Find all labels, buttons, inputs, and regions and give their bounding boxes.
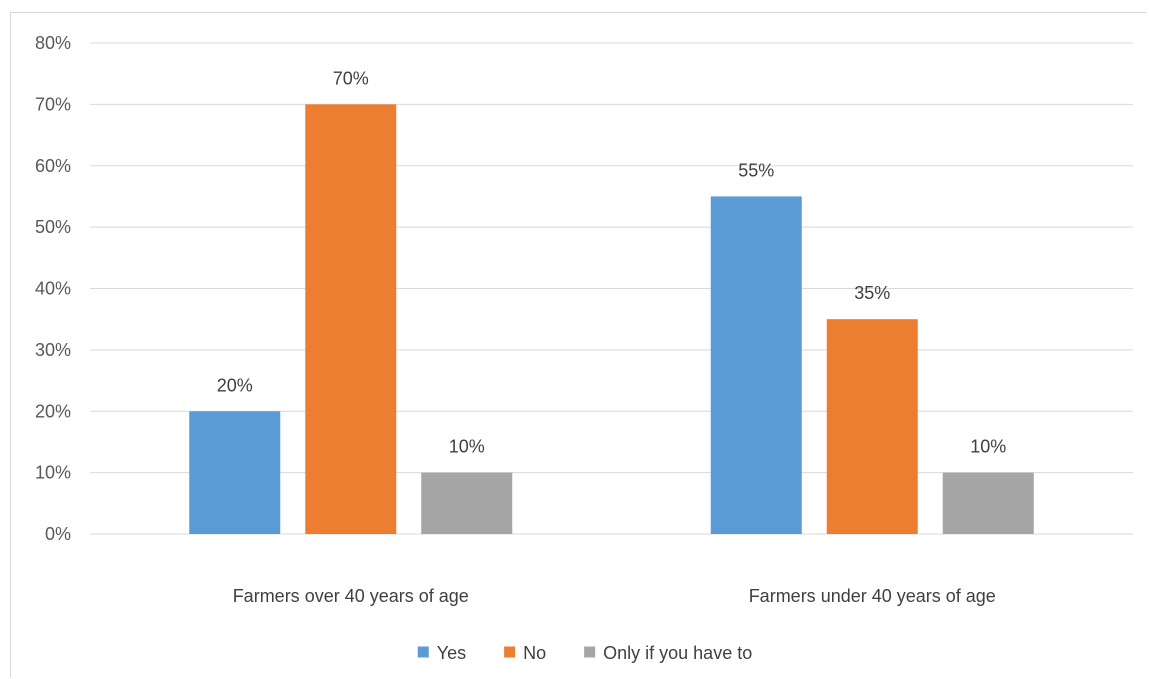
data-labels: 20% 70% 10% 55% 35% 10% [217, 68, 1007, 456]
data-label: 10% [449, 437, 485, 457]
data-label: 10% [970, 437, 1006, 457]
category-labels: Farmers over 40 years of age Farmers unde… [233, 586, 996, 606]
gridlines [90, 42, 1133, 535]
legend-label-yes: Yes [437, 643, 466, 663]
data-label: 20% [217, 375, 253, 395]
y-tick-label: 70% [35, 94, 71, 114]
y-tick-label: 50% [35, 217, 71, 237]
y-tick-label: 80% [35, 33, 71, 53]
data-label: 70% [333, 68, 369, 88]
bar-only-if-you-have-to [421, 472, 513, 534]
y-tick-label: 40% [35, 279, 71, 299]
chart-frame [10, 12, 1147, 677]
legend-swatch-no [504, 646, 516, 658]
data-label: 55% [738, 160, 774, 180]
legend-swatch-only-if-you-have-to [584, 646, 596, 658]
category-label: Farmers under 40 years of age [749, 586, 996, 606]
bar-no [305, 104, 397, 534]
bar-only-if-you-have-to [942, 472, 1034, 534]
legend-label-no: No [523, 643, 546, 663]
bar-no [826, 319, 918, 534]
y-tick-label: 60% [35, 156, 71, 176]
bars [189, 104, 1034, 534]
y-tick-label: 10% [35, 463, 71, 483]
legend-label-only-if-you-have-to: Only if you have to [603, 643, 752, 663]
legend-swatch-yes [417, 646, 429, 658]
y-axis-ticks: 0% 10% 20% 30% 40% 50% 60% 70% 80% [35, 33, 71, 544]
bar-yes [710, 196, 802, 534]
y-tick-label: 30% [35, 340, 71, 360]
legend: Yes No Only if you have to [417, 643, 752, 663]
y-tick-label: 20% [35, 401, 71, 421]
category-label: Farmers over 40 years of age [233, 586, 469, 606]
bar-yes [189, 411, 281, 534]
data-label: 35% [854, 283, 890, 303]
y-tick-label: 0% [45, 524, 71, 544]
